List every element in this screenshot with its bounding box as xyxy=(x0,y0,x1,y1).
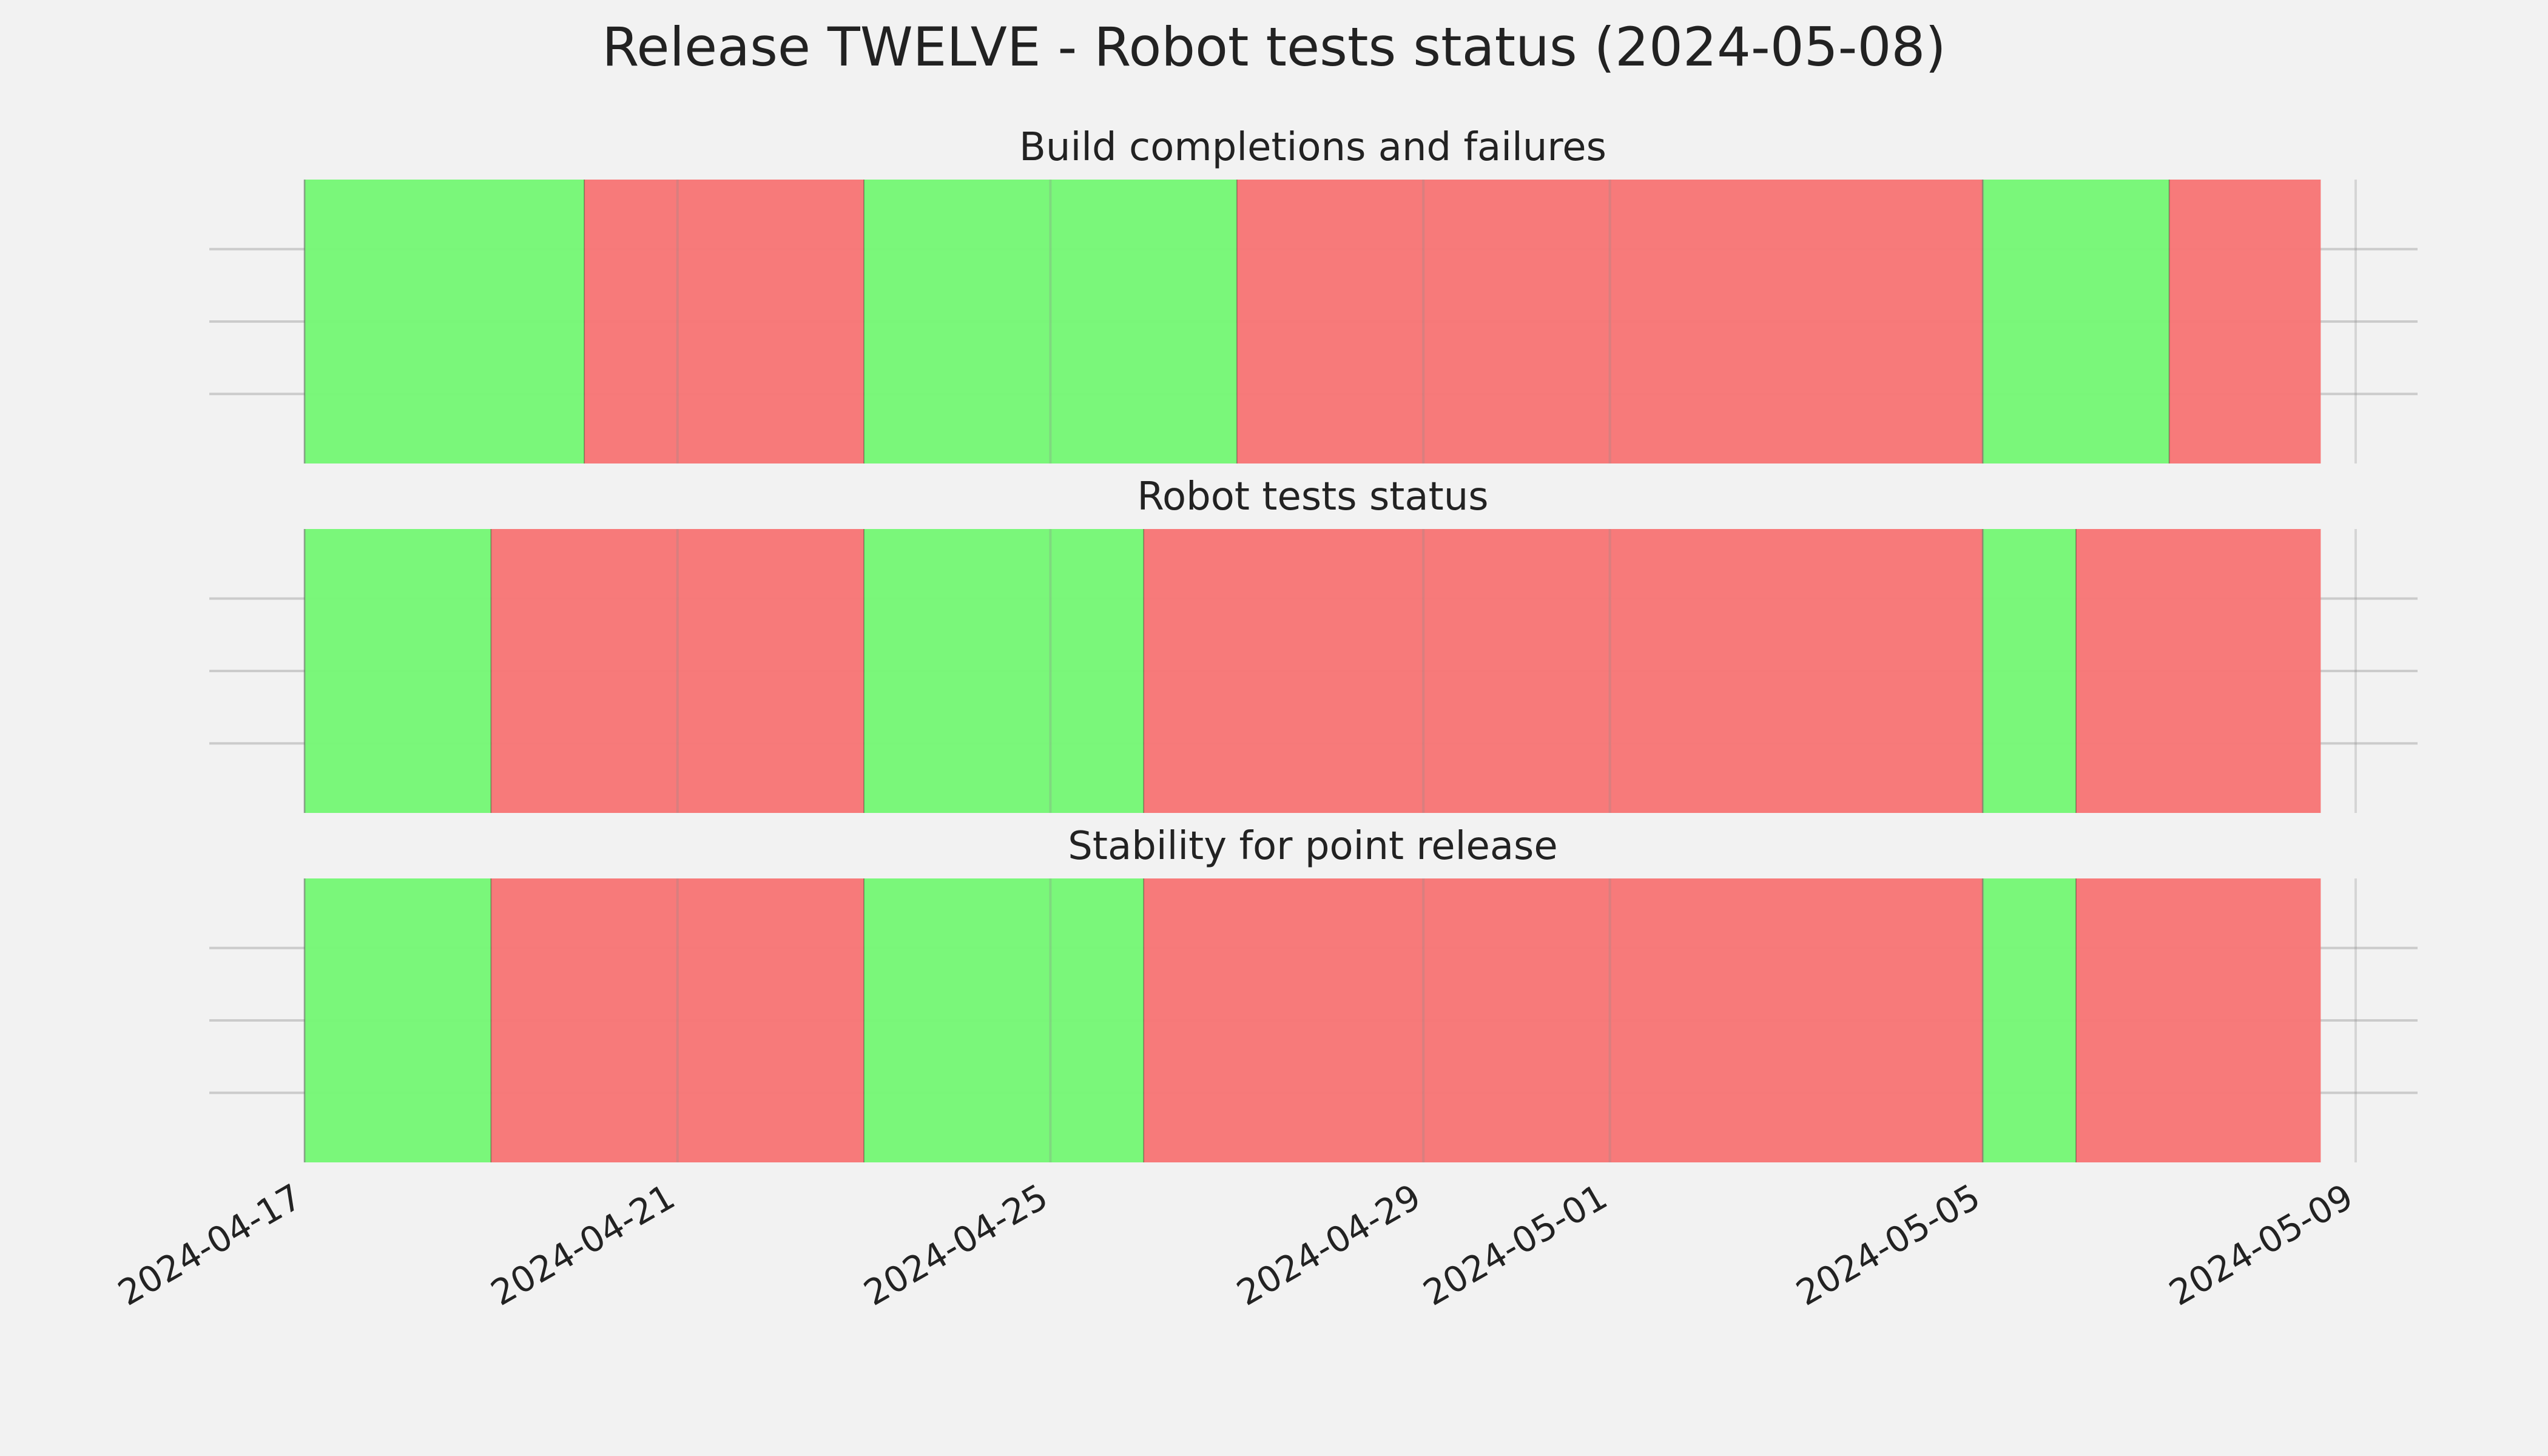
segment-fail xyxy=(1144,878,1983,1162)
segment-fail xyxy=(2075,878,2321,1162)
chart-title: Release TWELVE - Robot tests status (202… xyxy=(602,16,1946,78)
segment-fail xyxy=(2169,180,2321,463)
segment-fail xyxy=(1144,529,1983,813)
segment-fail xyxy=(491,529,864,813)
panel-1: Build completions and failures xyxy=(209,125,2418,463)
panel-2: Robot tests status xyxy=(209,474,2418,813)
segment-fail xyxy=(1236,180,1983,463)
panel-title: Stability for point release xyxy=(1068,824,1558,869)
segment-pass xyxy=(1983,529,2076,813)
segment-pass xyxy=(305,529,491,813)
segment-pass xyxy=(864,878,1144,1162)
segment-fail xyxy=(2075,529,2321,813)
panel-title: Robot tests status xyxy=(1137,474,1488,519)
segment-fail xyxy=(491,878,864,1162)
panel-3: Stability for point release xyxy=(209,824,2418,1162)
panel-title: Build completions and failures xyxy=(1019,125,1606,170)
segment-pass xyxy=(305,180,585,463)
segment-pass xyxy=(864,529,1144,813)
segment-pass xyxy=(1983,180,2169,463)
segment-fail xyxy=(584,180,864,463)
segment-pass xyxy=(864,180,1237,463)
panels-layer: Build completions and failures Robot test… xyxy=(209,125,2418,1162)
segment-pass xyxy=(305,878,491,1162)
segment-pass xyxy=(1983,878,2076,1162)
